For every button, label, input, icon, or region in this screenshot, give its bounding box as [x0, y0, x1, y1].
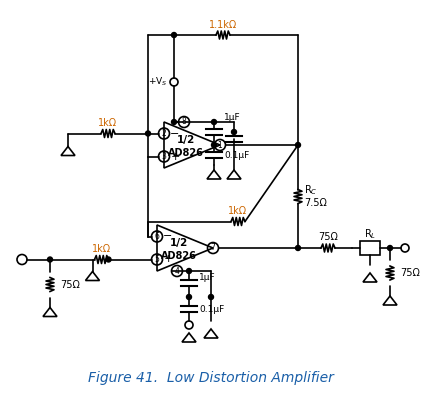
Circle shape: [211, 119, 216, 124]
Circle shape: [187, 294, 192, 300]
Text: 1kΩ: 1kΩ: [228, 205, 248, 215]
Text: 2: 2: [162, 129, 166, 138]
Text: 7.5Ω: 7.5Ω: [304, 198, 327, 209]
Text: 1/2: 1/2: [177, 135, 195, 145]
Text: 1: 1: [218, 140, 222, 150]
Text: 0.1μF: 0.1μF: [224, 150, 249, 160]
Text: 1/2: 1/2: [170, 238, 188, 248]
Text: AD826: AD826: [168, 148, 204, 158]
Text: +V$_S$: +V$_S$: [149, 76, 168, 88]
Circle shape: [295, 142, 300, 148]
Text: −: −: [163, 231, 173, 241]
Circle shape: [146, 131, 151, 136]
Circle shape: [401, 244, 409, 252]
Circle shape: [185, 321, 193, 329]
Text: R$_L$: R$_L$: [364, 227, 376, 241]
Text: 1μF: 1μF: [199, 273, 216, 282]
Bar: [360, 241, 380, 255]
Text: 75Ω: 75Ω: [60, 280, 80, 290]
Circle shape: [17, 255, 27, 265]
Text: −: −: [170, 128, 180, 138]
Text: 0.1μF: 0.1μF: [199, 304, 224, 314]
Text: 5: 5: [154, 255, 160, 264]
Circle shape: [208, 294, 214, 300]
Text: +: +: [163, 255, 173, 265]
Text: R$_C$: R$_C$: [304, 184, 318, 198]
Circle shape: [170, 78, 178, 86]
Circle shape: [232, 130, 236, 134]
Text: 8: 8: [181, 117, 187, 126]
Text: 3: 3: [162, 152, 166, 161]
Text: 75Ω: 75Ω: [400, 268, 420, 278]
Text: 1.1kΩ: 1.1kΩ: [209, 20, 237, 30]
Text: AD826: AD826: [161, 251, 197, 261]
Circle shape: [171, 32, 176, 38]
Text: 1kΩ: 1kΩ: [92, 243, 111, 253]
Circle shape: [48, 257, 52, 262]
Circle shape: [106, 257, 111, 262]
Text: 7: 7: [211, 243, 216, 253]
Circle shape: [187, 269, 192, 273]
Circle shape: [171, 119, 176, 124]
Circle shape: [211, 142, 216, 148]
Text: +: +: [170, 152, 180, 162]
Circle shape: [387, 245, 392, 251]
Text: 4: 4: [175, 267, 179, 275]
Circle shape: [295, 245, 300, 251]
Text: 75Ω: 75Ω: [318, 232, 338, 242]
Text: 1μF: 1μF: [224, 113, 241, 122]
Text: Figure 41.  Low Distortion Amplifier: Figure 41. Low Distortion Amplifier: [88, 371, 334, 385]
Text: 1kΩ: 1kΩ: [98, 117, 118, 128]
Text: 6: 6: [154, 232, 160, 241]
